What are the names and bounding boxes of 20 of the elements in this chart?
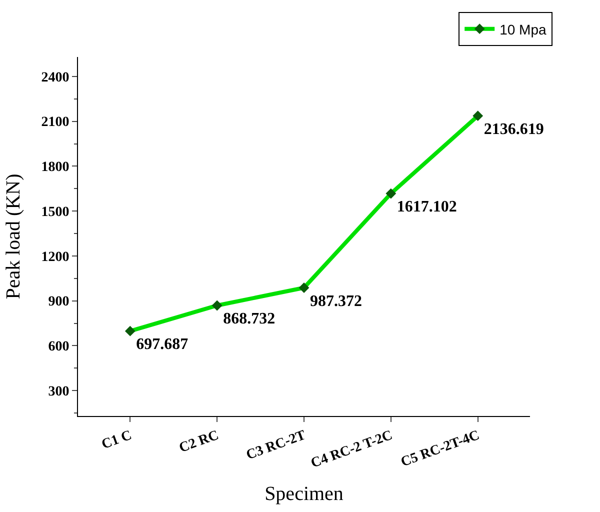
x-tick-label: C4 RC-2 T-2C <box>309 428 395 472</box>
data-label: 987.372 <box>310 292 362 310</box>
x-tick-label: C1 C <box>100 428 134 453</box>
data-label: 1617.102 <box>396 198 457 216</box>
data-label: 868.732 <box>223 310 276 328</box>
y-axis-title: Peak load (KN) <box>2 174 25 300</box>
y-tick-label: 300 <box>48 384 70 400</box>
y-tick-label: 900 <box>48 294 70 310</box>
legend-label: 10 Mpa <box>500 21 547 38</box>
y-tick-label: 2100 <box>41 115 70 130</box>
y-tick-label: 1800 <box>41 160 70 176</box>
data-label: 2136.619 <box>484 120 544 138</box>
x-tick-label: C2 RC <box>177 428 221 456</box>
y-tick-label: 600 <box>48 340 70 355</box>
y-tick-label: 2400 <box>41 70 70 86</box>
y-tick-label: 1500 <box>41 204 70 220</box>
x-axis-title: Specimen <box>264 482 344 505</box>
x-tick-label: C3 RC-2T <box>244 428 308 464</box>
data-label: 697.687 <box>136 336 188 354</box>
y-tick-label: 1200 <box>41 250 70 265</box>
